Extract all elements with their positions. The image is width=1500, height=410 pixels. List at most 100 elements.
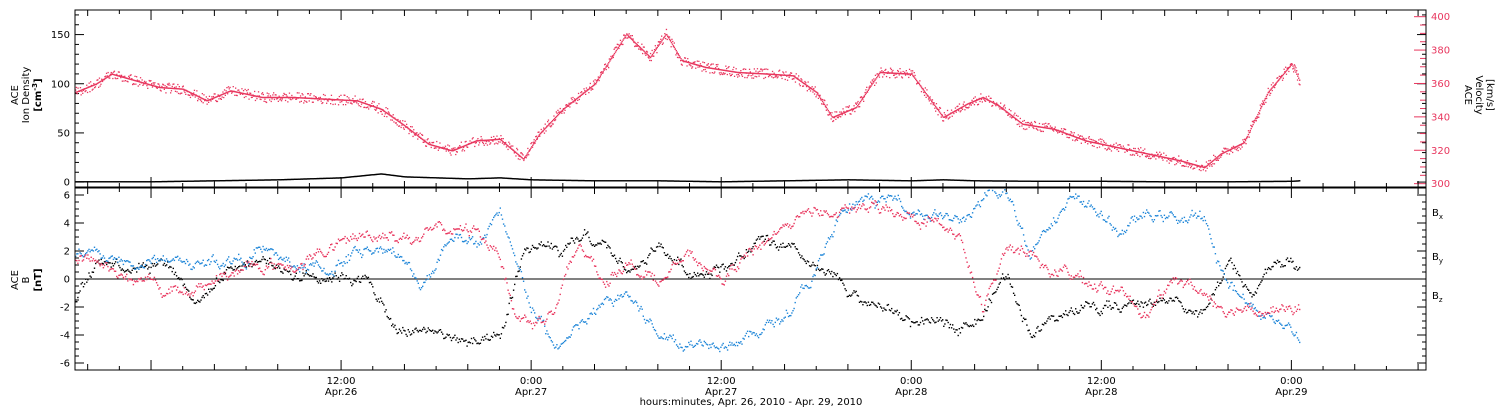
data-point	[840, 279, 842, 282]
velocity-point	[672, 40, 674, 43]
data-point	[1012, 115, 1014, 118]
velocity-point	[75, 86, 78, 89]
data-point	[650, 180, 653, 182]
velocity-point	[636, 45, 638, 47]
data-point	[362, 102, 365, 104]
velocity-point	[433, 147, 435, 149]
data-point	[479, 342, 482, 344]
velocity-point	[865, 89, 867, 91]
data-point	[817, 179, 819, 181]
velocity-point	[1018, 123, 1020, 125]
data-point	[286, 178, 289, 181]
data-point	[609, 247, 611, 249]
data-point	[1018, 120, 1020, 123]
data-point	[1057, 180, 1059, 182]
velocity-point	[867, 89, 869, 91]
velocity-point	[101, 80, 104, 83]
data-point	[873, 303, 875, 305]
data-point	[643, 262, 646, 264]
data-point	[334, 177, 336, 179]
data-point	[174, 87, 177, 90]
data-point	[936, 179, 938, 181]
data-point	[467, 341, 469, 344]
data-point	[116, 181, 119, 183]
velocity-point	[639, 48, 641, 50]
data-point	[828, 179, 830, 181]
velocity-point	[218, 98, 220, 100]
data-point	[308, 178, 311, 180]
data-point	[1218, 155, 1220, 157]
data-point	[1035, 180, 1038, 182]
data-point	[369, 104, 371, 106]
data-point	[784, 74, 787, 76]
data-point	[945, 179, 947, 181]
velocity-point	[1263, 103, 1265, 105]
velocity-point	[362, 98, 364, 100]
data-point	[705, 271, 708, 273]
velocity-point	[1248, 136, 1250, 138]
data-point	[281, 96, 283, 99]
data-point	[714, 68, 716, 70]
velocity-point	[625, 37, 627, 39]
data-point	[1010, 114, 1012, 116]
data-point	[241, 179, 243, 182]
velocity-point	[775, 75, 777, 77]
velocity-point	[161, 85, 163, 88]
data-point	[715, 181, 717, 183]
data-point	[496, 333, 498, 335]
velocity-point	[375, 109, 377, 111]
velocity-point	[1253, 120, 1255, 122]
data-point	[551, 248, 554, 250]
data-point	[381, 300, 383, 303]
velocity-point	[585, 87, 588, 89]
data-point	[742, 180, 744, 183]
data-point	[1146, 153, 1148, 155]
velocity-point	[209, 99, 211, 101]
data-point	[109, 262, 111, 264]
velocity-point	[1027, 121, 1029, 124]
velocity-point	[881, 70, 883, 72]
data-point	[440, 331, 443, 333]
velocity-point	[103, 79, 105, 81]
data-point	[630, 269, 632, 271]
data-point	[865, 302, 867, 304]
data-point	[700, 273, 702, 275]
velocity-point	[814, 86, 816, 88]
data-point	[129, 181, 131, 183]
data-point	[893, 72, 895, 74]
data-point	[738, 252, 740, 254]
velocity-point	[321, 102, 323, 105]
data-point	[486, 177, 488, 179]
velocity-point	[1086, 140, 1088, 142]
data-point	[734, 180, 736, 183]
data-point	[848, 294, 851, 296]
data-point	[89, 86, 91, 88]
velocity-point	[397, 118, 399, 121]
velocity-point	[1120, 145, 1122, 147]
data-point	[528, 179, 530, 181]
data-point	[937, 109, 940, 112]
velocity-point	[535, 136, 537, 138]
velocity-point	[648, 57, 650, 59]
velocity-point	[830, 118, 832, 120]
data-point	[477, 342, 479, 344]
data-point	[364, 274, 366, 277]
data-point	[504, 325, 506, 327]
data-point	[1025, 124, 1027, 126]
velocity-point	[437, 149, 439, 151]
data-point	[821, 100, 824, 103]
velocity-point	[638, 45, 641, 48]
data-point	[454, 334, 456, 336]
velocity-point	[750, 75, 752, 77]
data-point	[454, 177, 456, 180]
data-point	[1147, 153, 1150, 155]
velocity-point	[771, 76, 773, 78]
data-point	[870, 179, 872, 181]
data-point	[303, 178, 305, 180]
data-point	[577, 179, 580, 182]
velocity-point	[467, 143, 470, 145]
data-point	[449, 336, 452, 339]
data-point	[1087, 140, 1089, 142]
data-point	[607, 63, 609, 65]
